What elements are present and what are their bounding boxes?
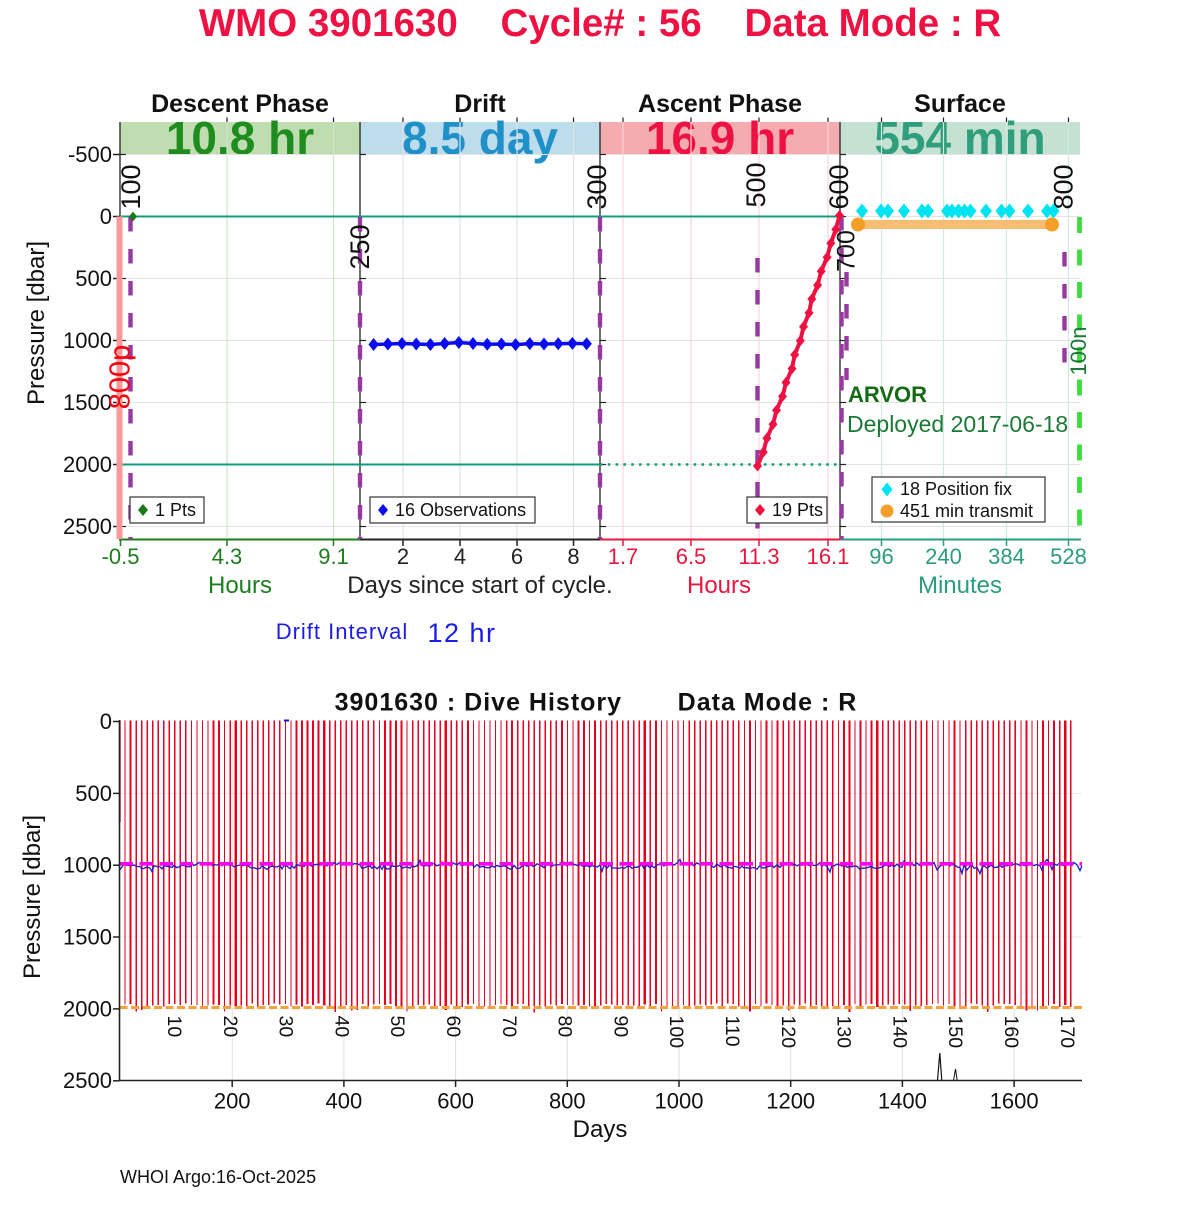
svg-text:200: 200: [214, 1089, 251, 1114]
svg-text:ARVOR: ARVOR: [848, 382, 927, 407]
svg-text:140: 140: [888, 1016, 910, 1049]
svg-text:528: 528: [1050, 544, 1087, 569]
svg-text:9.1: 9.1: [318, 544, 349, 569]
svg-text:500: 500: [75, 266, 112, 291]
svg-text:Hours: Hours: [687, 572, 751, 599]
svg-text:400: 400: [326, 1089, 363, 1114]
svg-text:1000: 1000: [655, 1089, 704, 1114]
svg-text:96: 96: [869, 544, 893, 569]
svg-text:16.9 hr: 16.9 hr: [646, 112, 794, 164]
svg-text:-500: -500: [68, 142, 112, 167]
svg-text:70: 70: [498, 1016, 520, 1038]
svg-text:2000: 2000: [63, 996, 112, 1021]
svg-text:100: 100: [116, 164, 146, 209]
svg-text:Days: Days: [573, 1116, 628, 1143]
svg-text:6.5: 6.5: [676, 544, 707, 569]
svg-text:700: 700: [833, 230, 861, 272]
svg-text:6: 6: [511, 544, 523, 569]
svg-text:50: 50: [386, 1016, 408, 1038]
svg-text:1200: 1200: [766, 1089, 815, 1114]
svg-text:20: 20: [219, 1016, 241, 1038]
svg-text:800: 800: [1049, 164, 1079, 209]
svg-text:800: 800: [549, 1089, 586, 1114]
svg-text:1000: 1000: [63, 853, 112, 878]
svg-text:16.1: 16.1: [807, 544, 850, 569]
svg-text:80: 80: [554, 1016, 576, 1038]
svg-text:19 Pts: 19 Pts: [772, 500, 823, 520]
svg-text:Deployed 2017-06-18: Deployed 2017-06-18: [847, 411, 1068, 437]
svg-text:500: 500: [75, 781, 112, 806]
svg-text:1400: 1400: [878, 1089, 927, 1114]
svg-text:-0.5: -0.5: [102, 544, 140, 569]
svg-text:800p: 800p: [105, 345, 137, 410]
svg-text:Pressure [dbar]: Pressure [dbar]: [23, 241, 50, 405]
svg-text:Drift: Drift: [454, 90, 506, 118]
svg-text:2000: 2000: [63, 452, 112, 477]
svg-text:554 min: 554 min: [874, 112, 1045, 164]
svg-text:18 Position fix: 18 Position fix: [900, 479, 1012, 499]
svg-text:100: 100: [665, 1016, 687, 1049]
svg-text:Surface: Surface: [914, 90, 1006, 118]
svg-text:Ascent Phase: Ascent Phase: [638, 90, 802, 118]
svg-text:300: 300: [582, 164, 612, 209]
svg-text:Drift Interval: Drift Interval: [276, 619, 409, 644]
svg-text:8.5 day: 8.5 day: [402, 112, 558, 164]
svg-text:60: 60: [442, 1016, 464, 1038]
svg-text:1000: 1000: [63, 328, 112, 353]
svg-text:WHOI Argo:16-Oct-2025: WHOI Argo:16-Oct-2025: [120, 1167, 316, 1187]
svg-text:12 hr: 12 hr: [427, 618, 496, 648]
svg-text:240: 240: [925, 544, 962, 569]
svg-text:Descent Phase: Descent Phase: [151, 90, 329, 118]
svg-text:384: 384: [988, 544, 1025, 569]
svg-text:120: 120: [777, 1016, 799, 1049]
svg-text:250: 250: [345, 224, 375, 269]
svg-text:1500: 1500: [63, 390, 112, 415]
svg-text:130: 130: [833, 1016, 855, 1049]
svg-text:500: 500: [741, 162, 771, 207]
svg-text:100n: 100n: [1066, 327, 1091, 376]
svg-text:150: 150: [944, 1016, 966, 1049]
svg-text:Days since start of cycle.: Days since start of cycle.: [347, 572, 612, 599]
svg-text:1.7: 1.7: [608, 544, 639, 569]
svg-text:16 Observations: 16 Observations: [395, 500, 526, 520]
svg-text:1600: 1600: [990, 1089, 1039, 1114]
svg-text:Pressure [dbar]: Pressure [dbar]: [19, 815, 46, 979]
svg-text:600: 600: [437, 1089, 474, 1114]
svg-text:Minutes: Minutes: [918, 572, 1002, 599]
svg-text:110: 110: [721, 1016, 743, 1047]
svg-text:30: 30: [275, 1016, 297, 1038]
svg-text:2500: 2500: [63, 514, 112, 539]
svg-text:8: 8: [567, 544, 579, 569]
svg-text:0: 0: [100, 709, 112, 734]
svg-text:90: 90: [609, 1016, 631, 1038]
svg-text:3901630 : Dive History D: 3901630 : Dive History Data Mode : R: [335, 689, 858, 717]
svg-text:160: 160: [1000, 1016, 1022, 1049]
svg-text:10.8 hr: 10.8 hr: [166, 112, 314, 164]
svg-text:10: 10: [163, 1016, 185, 1038]
svg-text:4: 4: [454, 544, 466, 569]
svg-text:1 Pts: 1 Pts: [155, 500, 196, 520]
svg-text:WMO 3901630 Cycle# : 56: WMO 3901630 Cycle# : 56 Data Mode : R: [199, 2, 1002, 45]
svg-text:11.3: 11.3: [738, 544, 779, 569]
svg-text:600: 600: [824, 164, 854, 209]
svg-text:1500: 1500: [63, 925, 112, 950]
svg-text:40: 40: [330, 1016, 352, 1038]
svg-text:170: 170: [1056, 1016, 1078, 1049]
svg-text:4.3: 4.3: [212, 544, 243, 569]
svg-text:451 min transmit: 451 min transmit: [900, 501, 1033, 521]
svg-text:0: 0: [100, 204, 112, 229]
svg-text:2: 2: [397, 544, 409, 569]
svg-text:Hours: Hours: [208, 572, 272, 599]
svg-text:2500: 2500: [63, 1068, 112, 1093]
